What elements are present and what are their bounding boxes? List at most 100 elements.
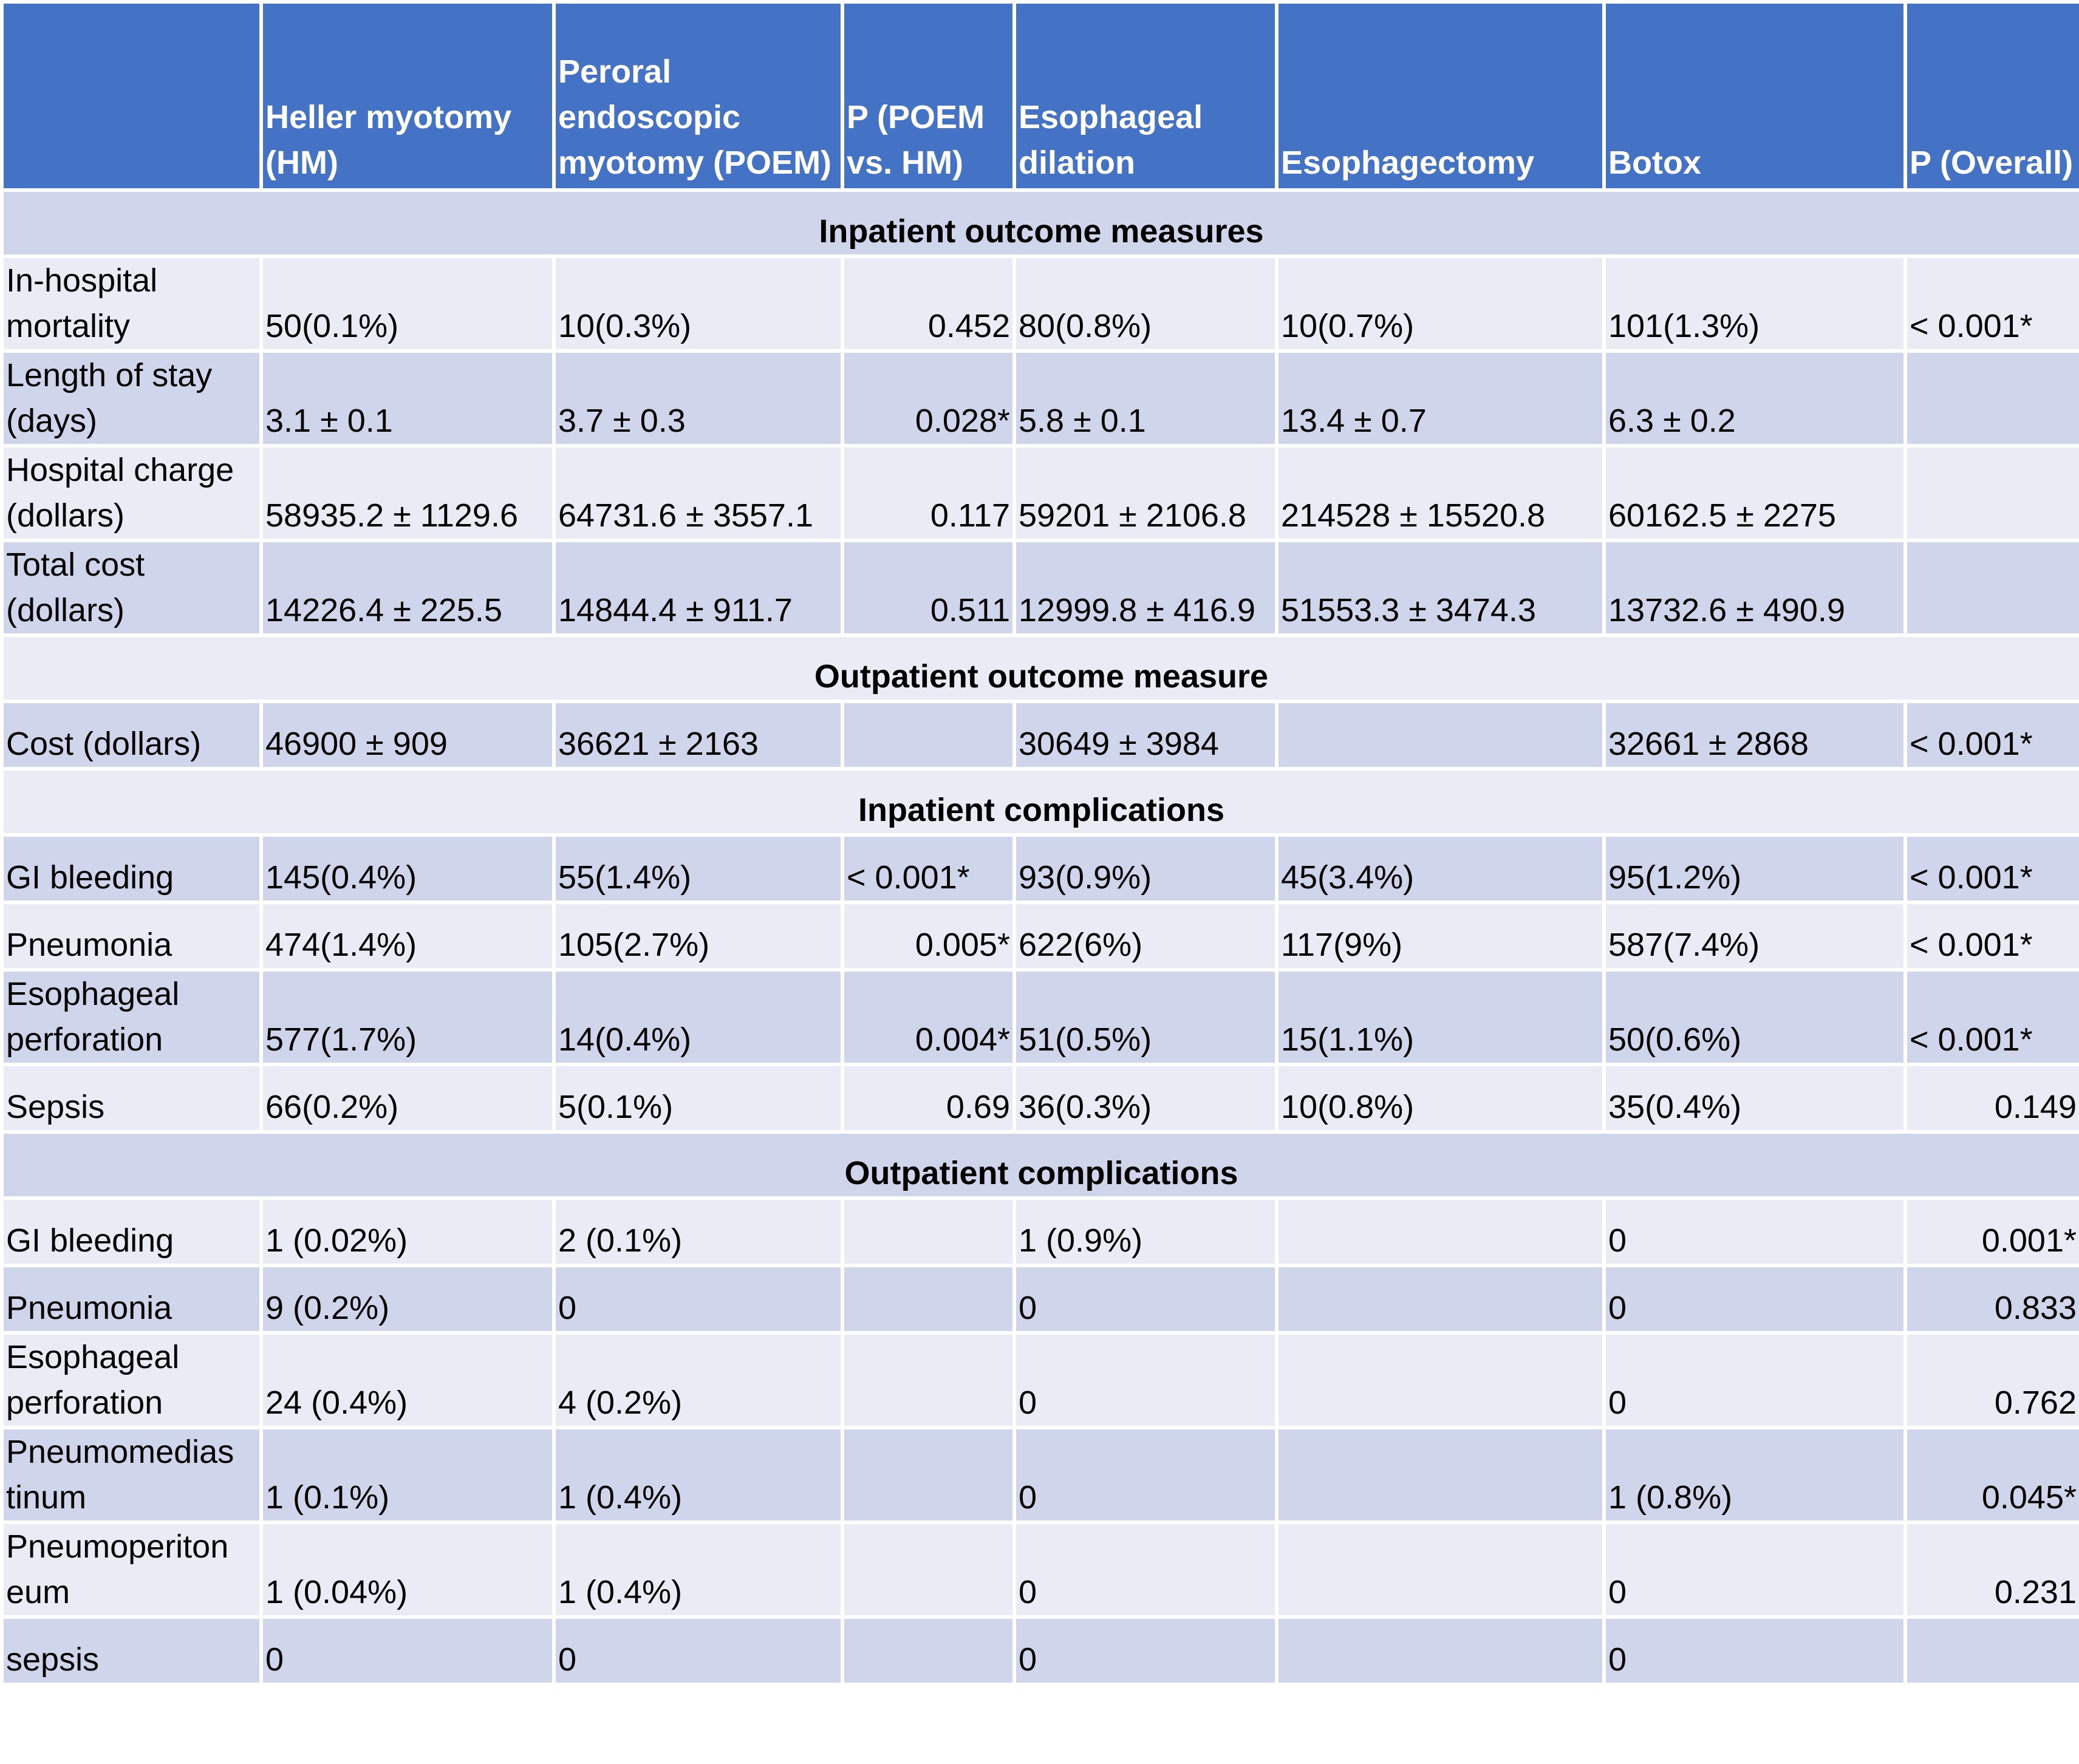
- table-cell: [1275, 1521, 1606, 1619]
- table-cell: [1903, 349, 2079, 448]
- row-label: Length of stay (days): [0, 349, 263, 448]
- table-cell: 0.005*: [841, 901, 1016, 972]
- table-row: Esophageal perforation 577(1.7%) 14(0.4%) 0…: [0, 968, 2079, 1066]
- table-header: Heller myotomy (HM) Peroral endoscopic my…: [0, 0, 2079, 192]
- table-cell: 0.001*: [1903, 1196, 2079, 1267]
- table-cell: 0: [1602, 1331, 1907, 1429]
- table-row: Length of stay (days) 3.1 ± 0.1 3.7 ± 0.3 0…: [0, 349, 2079, 448]
- table-cell: 0: [259, 1615, 556, 1686]
- table-cell: 60162.5 ± 2275: [1602, 444, 1907, 542]
- row-label: Hospital charge (dollars): [0, 444, 263, 542]
- table-cell: 0: [1602, 1264, 1907, 1335]
- table-cell: 5(0.1%): [552, 1063, 844, 1134]
- table-cell: [841, 1521, 1016, 1619]
- section-title: Inpatient complications: [0, 767, 2079, 837]
- column-header: Peroral endoscopic myotomy (POEM): [552, 0, 844, 192]
- table-cell: 0: [1602, 1521, 1907, 1619]
- table-cell: 1 (0.04%): [259, 1521, 556, 1619]
- section-header-row: Outpatient outcome measure: [0, 633, 2079, 703]
- table-cell: 0: [1602, 1615, 1907, 1686]
- table-cell: [841, 1615, 1016, 1686]
- table-cell: 0.511: [841, 539, 1016, 637]
- table-cell: 13732.6 ± 490.9: [1602, 539, 1907, 637]
- table-cell: 46900 ± 909: [259, 700, 556, 771]
- table-cell: [1903, 1615, 2079, 1686]
- table-cell: 66(0.2%): [259, 1063, 556, 1134]
- section-title: Inpatient outcome measures: [0, 188, 2079, 258]
- table-cell: 93(0.9%): [1012, 833, 1278, 904]
- table-cell: 101(1.3%): [1602, 254, 1907, 353]
- table-cell: 0.833: [1903, 1264, 2079, 1335]
- table-cell: 10(0.3%): [552, 254, 844, 353]
- section-header-row: Inpatient complications: [0, 767, 2079, 837]
- table-row: Pneumonia 9 (0.2%) 0 0 0 0.833: [0, 1264, 2079, 1335]
- table-cell: 474(1.4%): [259, 901, 556, 972]
- table-cell: 64731.6 ± 3557.1: [552, 444, 844, 542]
- table-cell: [1903, 444, 2079, 542]
- table-cell: 14226.4 ± 225.5: [259, 539, 556, 637]
- table-cell: < 0.001*: [841, 833, 1016, 904]
- table-cell: [1275, 1426, 1606, 1524]
- header-row: Heller myotomy (HM) Peroral endoscopic my…: [0, 0, 2079, 192]
- table-cell: 3.7 ± 0.3: [552, 349, 844, 448]
- row-label: Pneumomedias tinum: [0, 1426, 263, 1524]
- table-row: Hospital charge (dollars) 58935.2 ± 1129.…: [0, 444, 2079, 542]
- table-cell: 105(2.7%): [552, 901, 844, 972]
- column-header: [0, 0, 263, 192]
- table-row: Total cost (dollars) 14226.4 ± 225.5 14844…: [0, 539, 2079, 637]
- table-cell: 0: [1012, 1426, 1278, 1524]
- table-row: Pneumonia 474(1.4%) 105(2.7%) 0.005* 622(6%)…: [0, 901, 2079, 972]
- table-cell: 51553.3 ± 3474.3: [1275, 539, 1606, 637]
- row-label: Pneumoperiton eum: [0, 1521, 263, 1619]
- table-cell: 30649 ± 3984: [1012, 700, 1278, 771]
- table-cell: 0.117: [841, 444, 1016, 542]
- table-cell: 622(6%): [1012, 901, 1278, 972]
- table-row: Sepsis 66(0.2%) 5(0.1%) 0.69 36(0.3%) 10(0.8%…: [0, 1063, 2079, 1134]
- row-label: Total cost (dollars): [0, 539, 263, 637]
- table-cell: 0.045*: [1903, 1426, 2079, 1524]
- table-cell: 117(9%): [1275, 901, 1606, 972]
- row-label: sepsis: [0, 1615, 263, 1686]
- table-row: Pneumoperiton eum 1 (0.04%) 1 (0.4%) 0 0 0.23…: [0, 1521, 2079, 1619]
- table-cell: 0.452: [841, 254, 1016, 353]
- table-row: GI bleeding 145(0.4%) 55(1.4%) < 0.001* 93(0…: [0, 833, 2079, 904]
- table-cell: 145(0.4%): [259, 833, 556, 904]
- table-cell: 577(1.7%): [259, 968, 556, 1066]
- table-cell: [841, 700, 1016, 771]
- table-cell: 15(1.1%): [1275, 968, 1606, 1066]
- table-row: GI bleeding 1 (0.02%) 2 (0.1%) 1 (0.9%) 0 0.0…: [0, 1196, 2079, 1267]
- table-cell: 6.3 ± 0.2: [1602, 349, 1907, 448]
- table-cell: 1 (0.4%): [552, 1426, 844, 1524]
- row-label: GI bleeding: [0, 833, 263, 904]
- row-label: Cost (dollars): [0, 700, 263, 771]
- table-cell: [841, 1264, 1016, 1335]
- table-cell: 1 (0.4%): [552, 1521, 844, 1619]
- table-cell: 80(0.8%): [1012, 254, 1278, 353]
- table-cell: 587(7.4%): [1602, 901, 1907, 972]
- results-table-wrapper: Heller myotomy (HM) Peroral endoscopic my…: [0, 0, 2079, 1686]
- column-header: P (POEM vs. HM): [841, 0, 1016, 192]
- table-cell: 2 (0.1%): [552, 1196, 844, 1267]
- table-cell: [841, 1196, 1016, 1267]
- row-label: Esophageal perforation: [0, 968, 263, 1066]
- row-label: GI bleeding: [0, 1196, 263, 1267]
- table-cell: 35(0.4%): [1602, 1063, 1907, 1134]
- column-header: Esophageal dilation: [1012, 0, 1278, 192]
- table-cell: 59201 ± 2106.8: [1012, 444, 1278, 542]
- table-cell: 0: [552, 1615, 844, 1686]
- table-row: Pneumomedias tinum 1 (0.1%) 1 (0.4%) 0 1 (0.…: [0, 1426, 2079, 1524]
- table-cell: 0.028*: [841, 349, 1016, 448]
- table-cell: 36621 ± 2163: [552, 700, 844, 771]
- table-row: Esophageal perforation 24 (0.4%) 4 (0.2%) 0…: [0, 1331, 2079, 1429]
- table-cell: 0.149: [1903, 1063, 2079, 1134]
- table-cell: 51(0.5%): [1012, 968, 1278, 1066]
- section-title: Outpatient outcome measure: [0, 633, 2079, 703]
- table-cell: 10(0.7%): [1275, 254, 1606, 353]
- row-label: In-hospital mortality: [0, 254, 263, 353]
- table-cell: < 0.001*: [1903, 700, 2079, 771]
- table-cell: 50(0.6%): [1602, 968, 1907, 1066]
- table-cell: 0.762: [1903, 1331, 2079, 1429]
- table-cell: 0: [1012, 1521, 1278, 1619]
- table-row: Cost (dollars) 46900 ± 909 36621 ± 2163 306…: [0, 700, 2079, 771]
- table-cell: 1 (0.8%): [1602, 1426, 1907, 1524]
